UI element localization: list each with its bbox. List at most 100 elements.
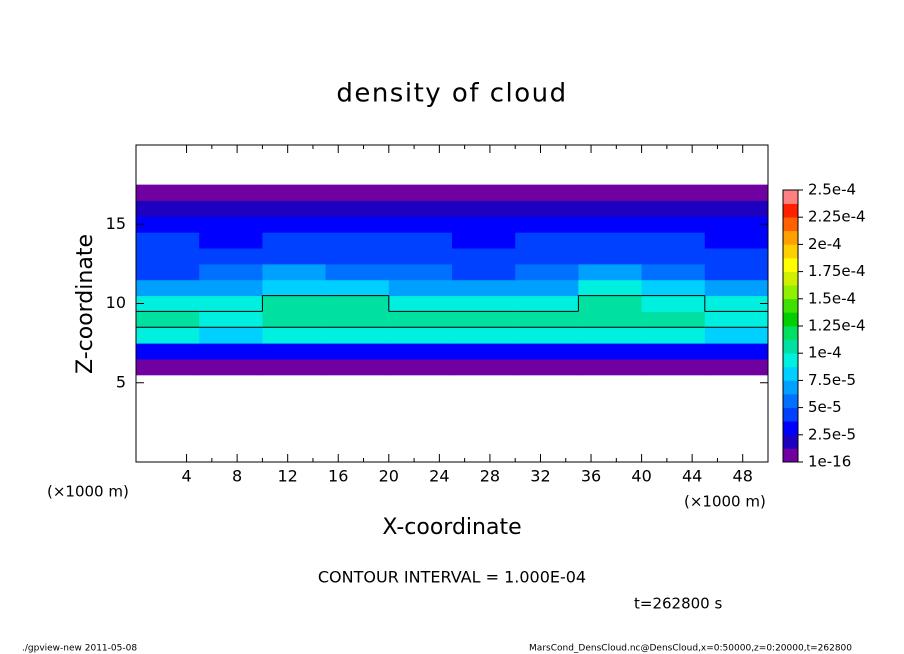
heat-cell: [578, 184, 643, 201]
heat-cell: [388, 263, 453, 281]
y-tick-label: 5: [116, 372, 126, 391]
heat-cell: [262, 279, 327, 297]
heat-cell: [452, 327, 516, 344]
heat-cell: [641, 311, 706, 328]
heat-cell: [515, 184, 579, 201]
heat-cell: [136, 343, 200, 360]
heat-cell: [641, 279, 706, 297]
heat-cell: [578, 232, 643, 249]
x-axis-label: X-coordinate: [382, 515, 521, 540]
heat-cell: [262, 295, 327, 312]
colorbar-tick-label: 1.5e-4: [808, 289, 856, 307]
heat-cell: [388, 295, 453, 312]
heat-cell: [704, 311, 769, 328]
heat-cell: [452, 184, 516, 201]
colorbar-swatch: [783, 380, 798, 395]
y-tick-label: 15: [106, 214, 126, 233]
y-tick-label: 10: [106, 293, 126, 312]
heat-cell: [578, 248, 643, 265]
heat-cell: [452, 343, 516, 360]
colorbar-swatch: [783, 230, 798, 245]
heat-cell: [262, 311, 327, 328]
x-tick-label: 24: [429, 467, 449, 486]
heat-cell: [388, 327, 453, 344]
heat-cell: [136, 295, 200, 312]
heat-cell: [325, 358, 390, 376]
heat-cell: [515, 248, 579, 265]
heat-cell: [578, 327, 643, 344]
heat-cell: [452, 358, 516, 376]
heat-cell: [452, 295, 516, 312]
y-unit: (×1000 m): [47, 483, 129, 501]
colorbar-swatch: [783, 190, 798, 204]
colorbar-swatch: [783, 339, 798, 354]
heat-cell: [578, 200, 643, 217]
heat-cell: [388, 343, 453, 360]
heat-cell: [452, 232, 516, 249]
heat-cell: [136, 279, 200, 297]
heat-cell: [641, 343, 706, 360]
colorbar-tick-label: 1.75e-4: [808, 262, 866, 280]
heat-cell: [199, 200, 263, 217]
heat-cell: [262, 232, 327, 249]
heat-cell: [704, 279, 769, 297]
heat-cell: [388, 358, 453, 376]
heat-cell: [262, 248, 327, 265]
heat-cell: [388, 232, 453, 249]
colorbar-swatch: [783, 271, 798, 286]
colorbar-swatch: [783, 353, 798, 368]
heat-cell: [578, 263, 643, 281]
x-tick-label: 28: [480, 467, 500, 486]
y-axis-label: Z-coordinate: [73, 234, 98, 374]
heat-cell: [452, 279, 516, 297]
heat-cell: [388, 279, 453, 297]
colorbar-tick-label: 7.5e-5: [808, 371, 856, 389]
time-note: t=262800 s: [634, 595, 722, 613]
colorbar-swatch: [783, 244, 798, 259]
heat-cell: [704, 216, 769, 233]
heat-cell: [325, 263, 390, 281]
heat-cell: [136, 248, 200, 265]
colorbar-swatch: [783, 203, 798, 218]
x-tick-label: 44: [682, 467, 702, 486]
heat-cell: [388, 184, 453, 201]
colorbar-swatch: [783, 434, 798, 449]
heat-cell: [136, 216, 200, 233]
heat-cell: [325, 248, 390, 265]
heat-cell: [262, 358, 327, 376]
heat-cell: [199, 263, 263, 281]
heat-cell: [452, 200, 516, 217]
heat-cell: [704, 184, 769, 201]
heat-cell: [641, 200, 706, 217]
colorbar-swatch: [783, 366, 798, 381]
heat-cell: [578, 295, 643, 312]
heat-cell: [199, 327, 263, 344]
colorbar-swatch: [783, 285, 798, 300]
heat-cell: [515, 279, 579, 297]
x-unit: (×1000 m): [684, 493, 766, 511]
x-tick-label: 12: [278, 467, 298, 486]
heat-cell: [262, 327, 327, 344]
heat-cell: [704, 343, 769, 360]
heat-cell: [578, 279, 643, 297]
x-tick-label: 36: [581, 467, 601, 486]
colorbar-swatch: [783, 298, 798, 313]
heat-cell: [199, 311, 263, 328]
heat-cell: [452, 311, 516, 328]
contour-note: CONTOUR INTERVAL = 1.000E-04: [318, 568, 586, 587]
heat-cell: [704, 263, 769, 281]
heat-cell: [325, 311, 390, 328]
colorbar-swatch: [783, 407, 798, 422]
heat-cell: [578, 311, 643, 328]
heat-cell: [325, 327, 390, 344]
x-tick-label: 48: [733, 467, 753, 486]
heat-cell: [136, 263, 200, 281]
heat-cell: [262, 263, 327, 281]
heat-cell: [704, 295, 769, 312]
heat-cell: [704, 232, 769, 249]
heat-cell: [515, 216, 579, 233]
heat-cell: [325, 232, 390, 249]
heat-cell: [325, 343, 390, 360]
heat-cell: [578, 216, 643, 233]
